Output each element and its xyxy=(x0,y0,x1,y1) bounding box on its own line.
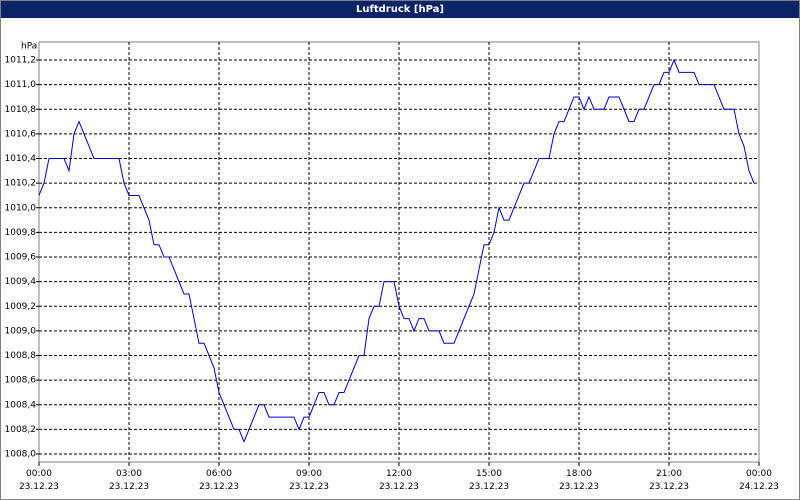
x-tick-label: 03:00 23.12.23 xyxy=(108,469,150,492)
y-tick-label: 1009,4 xyxy=(5,277,37,287)
y-tick-label: 1008,2 xyxy=(5,425,37,435)
data-line xyxy=(38,58,755,444)
chart-title: Luftdruck [hPa] xyxy=(1,1,799,18)
y-tick-label: 1009,0 xyxy=(5,326,37,336)
y-tick-label: 1008,8 xyxy=(5,351,37,361)
y-tick-label: 1011,0 xyxy=(5,80,37,90)
y-tick-label: 1008,4 xyxy=(5,400,37,410)
y-tick-label: 1008,0 xyxy=(5,450,37,460)
y-tick-label: 1009,6 xyxy=(5,253,37,263)
x-tick-label: 00:00 23.12.23 xyxy=(18,469,60,492)
y-tick-label: 1010,6 xyxy=(5,129,37,139)
y-tick-label: 1010,4 xyxy=(5,154,37,164)
y-tick-label: 1009,8 xyxy=(5,228,37,238)
y-tick-label: 1008,6 xyxy=(5,376,37,386)
y-tick-label: 1009,2 xyxy=(5,302,37,312)
x-tick-label: 21:00 23.12.23 xyxy=(648,469,690,492)
y-axis-label: hPa xyxy=(21,42,37,52)
y-tick-label: 1010,2 xyxy=(5,179,37,189)
x-tick-label: 18:00 23.12.23 xyxy=(558,469,600,492)
x-tick-label: 15:00 23.12.23 xyxy=(468,469,510,492)
y-tick-label: 1011,2 xyxy=(5,56,37,66)
y-tick-label: 1010,8 xyxy=(5,105,37,115)
x-tick-label: 00:00 24.12.23 xyxy=(738,469,780,492)
x-tick-label: 12:00 23.12.23 xyxy=(378,469,420,492)
x-tick-label: 09:00 23.12.23 xyxy=(288,469,330,492)
x-tick-label: 06:00 23.12.23 xyxy=(198,469,240,492)
y-tick-label: 1010,0 xyxy=(5,203,37,213)
